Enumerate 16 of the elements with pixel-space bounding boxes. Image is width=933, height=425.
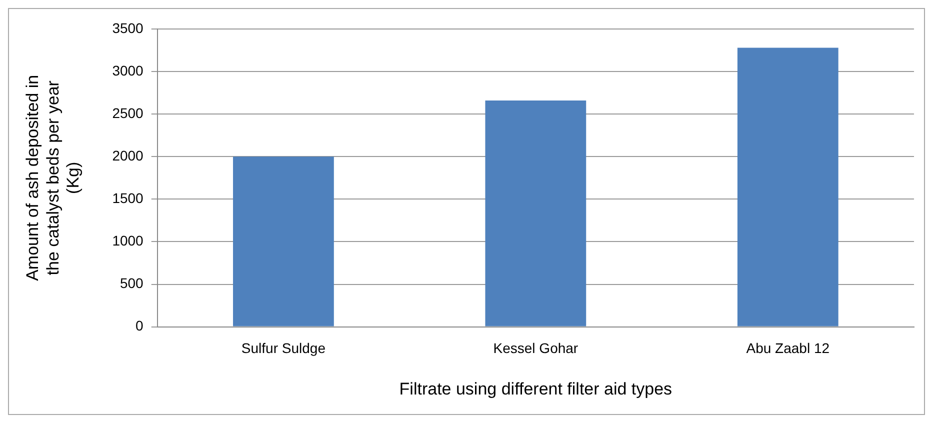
bar (485, 100, 586, 326)
y-tick-label: 1000 (112, 232, 144, 249)
y-tick-label: 1500 (112, 190, 144, 206)
y-tick-label: 500 (120, 275, 144, 292)
x-tick-label: Sulfur Suldge (241, 340, 326, 356)
x-tick-label: Abu Zaabl 12 (746, 340, 830, 356)
bar (233, 156, 334, 326)
y-axis-title: Amount of ash deposited in the catalyst beds per year (Kg) (22, 74, 83, 281)
bar (737, 48, 838, 326)
y-tick-label: 2000 (112, 147, 144, 164)
y-tick-label: 3000 (112, 62, 144, 78)
y-tick-label: 0 (136, 318, 144, 334)
y-tick-label: 2500 (112, 104, 144, 121)
y-tick-label: 3500 (112, 20, 144, 36)
x-axis-title: Filtrate using different filter aid types (399, 379, 672, 398)
x-tick-label: Kessel Gohar (493, 340, 578, 356)
